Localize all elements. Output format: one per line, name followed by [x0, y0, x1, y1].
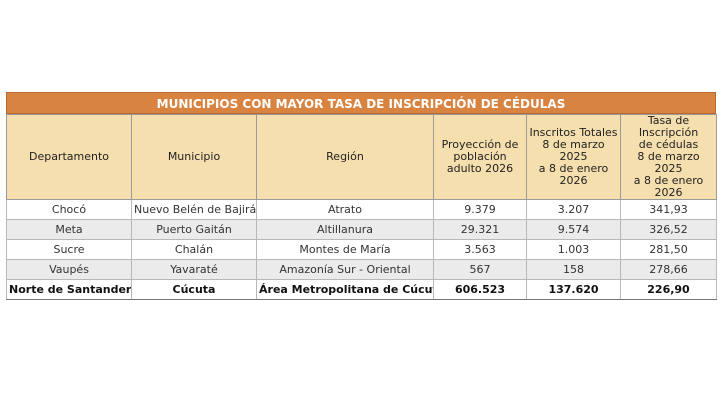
table-cell: Nuevo Belén de Bajirá — [131, 199, 257, 220]
header-cell: Inscritos Totales 8 de marzo 2025 a 8 de e… — [526, 114, 621, 200]
table-cell: Altillanura — [256, 219, 434, 240]
table-cell: 1.003 — [526, 239, 621, 260]
table-title: MUNICIPIOS CON MAYOR TASA DE INSCRIPCIÓN… — [6, 92, 716, 114]
header-line: Inscritos Totales — [529, 126, 618, 139]
table-cell: 3.563 — [433, 239, 527, 260]
header-line: de cédulas — [638, 138, 699, 151]
table-row: Chocó Nuevo Belén de Bajirá Atrato 9.379 3.2… — [6, 199, 717, 220]
header-line: a 8 de enero 2026 — [633, 174, 704, 199]
table-cell: 9.379 — [433, 199, 527, 220]
table: Departamento Municipio Región Proyección de… — [6, 114, 717, 300]
table-cell: 9.574 — [526, 219, 621, 240]
table-row: Meta Puerto Gaitán Altillanura 29.321 9.574 3… — [6, 219, 717, 240]
table-cell: Cúcuta — [131, 279, 257, 300]
table-cell: Área Metropolitana de Cúcuta — [256, 279, 434, 300]
table-cell: Chocó — [6, 199, 132, 220]
header-line: Municipio — [167, 150, 221, 163]
header-line: Departamento — [28, 150, 110, 163]
header-cell: Región — [256, 114, 434, 200]
table-cell: Amazonía Sur - Oriental — [256, 259, 434, 280]
table-cell: Sucre — [6, 239, 132, 260]
header-row: Departamento Municipio Región Proyección de… — [6, 114, 717, 200]
header-line: adulto 2026 — [446, 162, 514, 175]
table-cell: Montes de María — [256, 239, 434, 260]
header-line: Proyección de — [441, 138, 519, 151]
table-cell: Yavaraté — [131, 259, 257, 280]
table-cell: 567 — [433, 259, 527, 280]
header-line: a 8 de enero 2026 — [538, 162, 609, 187]
table-body: Chocó Nuevo Belén de Bajirá Atrato 9.379 3.2… — [6, 199, 717, 300]
table-container: MUNICIPIOS CON MAYOR TASA DE INSCRIPCIÓN… — [6, 92, 717, 300]
table-row: Norte de Santander Cúcuta Área Metropolita… — [6, 279, 717, 300]
table-row: Vaupés Yavaraté Amazonía Sur - Oriental 567… — [6, 259, 717, 280]
table-row: Sucre Chalán Montes de María 3.563 1.003 281,… — [6, 239, 717, 260]
header-cell: Departamento — [6, 114, 132, 200]
table-cell: 278,66 — [620, 259, 717, 280]
header-line: población — [453, 150, 507, 163]
table-cell: Atrato — [256, 199, 434, 220]
table-cell: 158 — [526, 259, 621, 280]
header-line: Tasa de Inscripción — [638, 114, 699, 139]
table-cell: Puerto Gaitán — [131, 219, 257, 240]
header-cell: Proyección de población adulto 2026 — [433, 114, 527, 200]
table-cell: 226,90 — [620, 279, 717, 300]
header-line: 8 de marzo 2025 — [637, 150, 700, 175]
header-line: 8 de marzo 2025 — [542, 138, 605, 163]
table-cell: 341,93 — [620, 199, 717, 220]
table-cell: 326,52 — [620, 219, 717, 240]
table-cell: 137.620 — [526, 279, 621, 300]
header-line: Región — [326, 150, 364, 163]
table-cell: 3.207 — [526, 199, 621, 220]
table-cell: Chalán — [131, 239, 257, 260]
table-cell: 606.523 — [433, 279, 527, 300]
table-cell: Norte de Santander — [6, 279, 132, 300]
table-cell: Meta — [6, 219, 132, 240]
table-cell: Vaupés — [6, 259, 132, 280]
header-cell: Tasa de Inscripción de cédulas 8 de marzo … — [620, 114, 717, 200]
table-cell: 281,50 — [620, 239, 717, 260]
header-cell: Municipio — [131, 114, 257, 200]
table-cell: 29.321 — [433, 219, 527, 240]
